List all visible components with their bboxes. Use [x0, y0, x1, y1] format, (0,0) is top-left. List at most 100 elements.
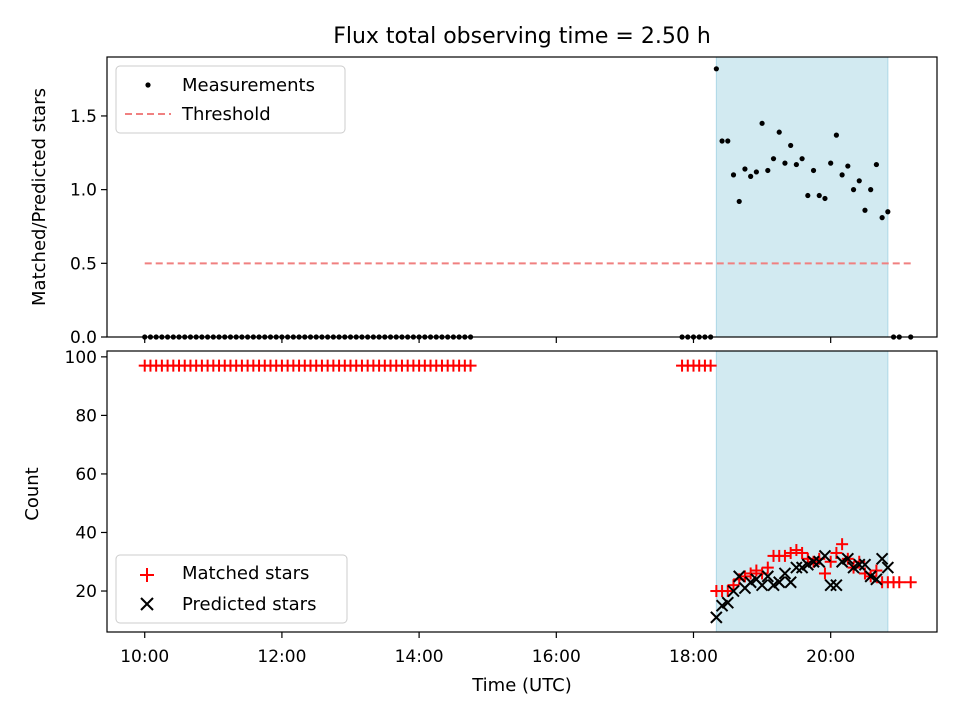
y-tick-label: 100 — [65, 348, 97, 368]
data-point — [727, 584, 740, 598]
data-point — [759, 120, 765, 126]
bottom-y-axis: 20 40 60 80 100 — [65, 348, 107, 602]
data-point — [788, 142, 794, 149]
data-point — [862, 207, 868, 213]
series-measurements — [142, 66, 914, 340]
data-point — [725, 138, 731, 144]
data-point — [750, 564, 763, 577]
legend-matched-marker — [140, 568, 154, 582]
data-point — [755, 578, 769, 592]
data-point — [841, 552, 855, 566]
data-point — [875, 552, 889, 566]
data-point — [904, 576, 917, 589]
data-point — [870, 564, 883, 577]
bottom-plot-area — [138, 350, 917, 633]
data-point — [790, 544, 803, 557]
data-point — [856, 178, 862, 184]
series-matched-stars — [138, 359, 917, 598]
data-point — [713, 66, 719, 72]
bottom-legend: Matched stars Predicted stars — [115, 554, 348, 624]
series-predicted-stars — [710, 549, 895, 624]
x-tick-label: 10:00 — [120, 647, 169, 667]
data-point — [773, 576, 786, 589]
data-point — [873, 161, 880, 168]
top-x-axis — [144, 337, 832, 343]
top-y-axis: 0.0 0.5 1.0 1.5 — [70, 107, 107, 348]
top-axes-frame — [106, 56, 938, 338]
data-point — [879, 215, 885, 221]
legend-matched-label: Matched stars — [182, 563, 309, 584]
data-point — [881, 561, 895, 574]
data-point — [721, 596, 734, 609]
x-tick-label: 12:00 — [257, 647, 306, 667]
bottom-x-axis: 10:00 12:00 14:00 16:00 18:00 20:00 — [120, 632, 855, 667]
data-point — [824, 578, 837, 592]
data-point — [810, 167, 817, 174]
data-point — [807, 555, 820, 568]
y-tick-label: 40 — [75, 523, 97, 543]
data-point — [753, 169, 759, 175]
data-point — [853, 558, 866, 571]
y-tick-label: 0.0 — [70, 328, 97, 348]
data-point — [761, 570, 775, 583]
data-point — [824, 555, 837, 568]
data-point — [828, 160, 834, 166]
data-point — [870, 573, 883, 586]
x-axis-label: Time (UTC) — [471, 675, 572, 696]
data-point — [799, 156, 805, 162]
bottom-y-axis-label: Count — [22, 467, 43, 520]
data-point — [836, 538, 849, 551]
data-point — [850, 187, 857, 193]
data-point — [822, 195, 828, 202]
legend-predicted-label: Predicted stars — [182, 594, 316, 615]
bottom-axes-frame — [106, 350, 938, 633]
data-point — [730, 172, 737, 178]
data-point — [782, 160, 788, 166]
legend-predicted-marker — [140, 597, 154, 611]
top-y-axis-label: Matched/Predicted stars — [29, 88, 50, 306]
bottom-panel: 20 40 60 80 100 10:00 12:00 14:00 16:00 18:00 20:… — [22, 348, 938, 696]
data-point — [893, 576, 906, 589]
data-point — [796, 546, 809, 559]
data-point — [748, 173, 754, 179]
legend-measurements-marker — [145, 82, 151, 88]
x-tick-label: 20:00 — [806, 647, 855, 667]
data-point — [793, 161, 799, 168]
y-tick-label: 60 — [75, 465, 97, 485]
x-tick-label: 18:00 — [669, 647, 718, 667]
y-tick-label: 1.5 — [70, 107, 97, 127]
data-point — [818, 549, 832, 563]
data-point — [784, 576, 797, 589]
data-point — [761, 561, 774, 574]
top-legend-box — [115, 65, 346, 134]
legend-measurements-label: Measurements — [182, 75, 315, 96]
data-point — [805, 192, 811, 199]
data-point — [738, 570, 751, 583]
data-point — [770, 156, 777, 162]
legend-threshold-label: Threshold — [181, 104, 271, 125]
data-point — [742, 166, 748, 172]
y-tick-label: 80 — [75, 406, 97, 426]
data-point — [790, 561, 803, 574]
top-legend: Measurements Threshold — [115, 65, 346, 134]
data-point — [868, 187, 874, 193]
data-point — [858, 558, 872, 571]
data-point — [744, 567, 757, 580]
data-point — [765, 167, 771, 174]
data-point — [839, 172, 845, 178]
observing-window-shade — [715, 350, 889, 633]
y-tick-label: 1.0 — [70, 181, 97, 201]
data-point — [845, 163, 851, 169]
data-point — [721, 585, 734, 598]
data-point — [778, 549, 791, 562]
data-point — [710, 611, 723, 624]
data-point — [830, 578, 843, 592]
data-point — [818, 567, 831, 580]
bottom-legend-box — [115, 554, 348, 624]
data-point — [776, 129, 782, 135]
data-point — [885, 209, 891, 215]
observing-window-shade — [715, 56, 889, 338]
data-point — [736, 198, 742, 205]
data-point — [733, 570, 746, 583]
